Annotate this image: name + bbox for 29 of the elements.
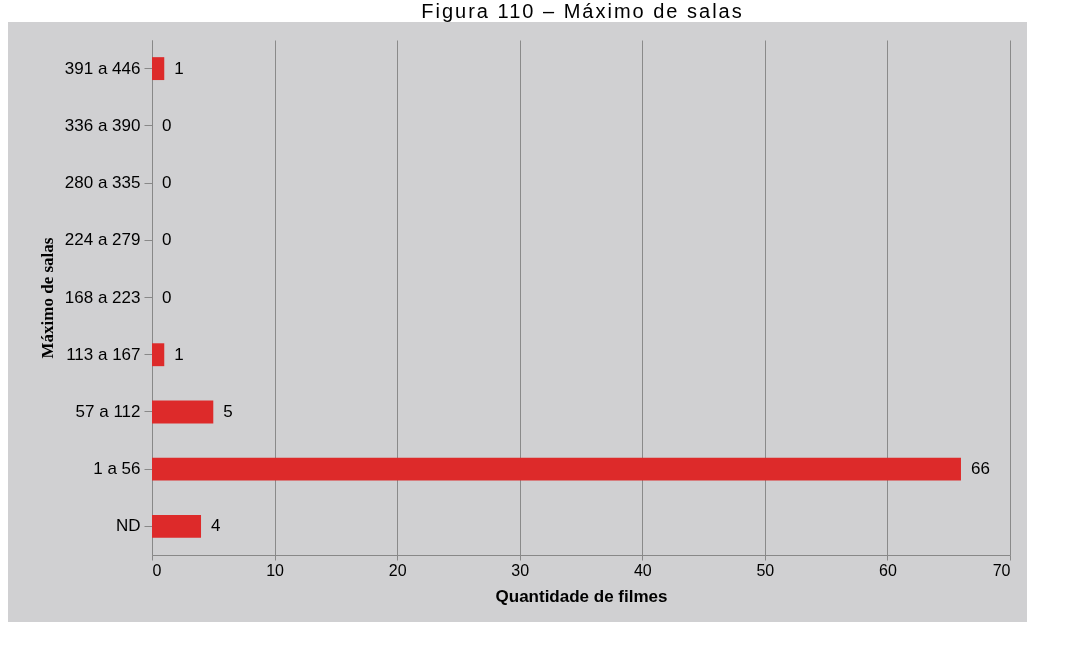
y-tick-label: ND	[115, 516, 141, 536]
y-tick-label: 224 a 279	[64, 230, 141, 250]
y-tick-label: 168 a 223	[64, 287, 141, 307]
chart-title: Figura 110 – Máximo de salas	[420, 0, 745, 22]
x-tick-label: 60	[879, 561, 897, 579]
data-label: 1	[174, 344, 184, 364]
y-tick-label: 57 a 112	[75, 401, 141, 421]
y-axis-title: Máximo de salas	[37, 237, 57, 359]
data-label: 0	[162, 287, 172, 307]
x-tick-label: 50	[756, 561, 775, 579]
data-label: 0	[162, 230, 172, 250]
data-label: 0	[162, 173, 172, 193]
x-tick-label: 40	[633, 561, 652, 579]
x-tick-label: 20	[388, 561, 407, 579]
data-label: 1	[174, 58, 184, 78]
y-tick-label: 280 a 335	[64, 173, 141, 193]
y-tick-label: 1 a 56	[93, 459, 141, 479]
y-tick-label: 391 a 446	[64, 58, 141, 78]
data-label: 5	[223, 401, 233, 421]
x-tick-label: 0	[152, 561, 162, 579]
y-tick-label: 113 a 167	[66, 344, 141, 364]
data-label: 0	[162, 115, 172, 135]
x-tick-label: 30	[511, 561, 530, 579]
data-label: 4	[211, 516, 221, 536]
y-tick-label: 336 a 390	[64, 115, 141, 135]
x-tick-label: 70	[992, 561, 1011, 579]
x-tick-label: 10	[266, 561, 285, 579]
data-label: 66	[970, 459, 990, 479]
x-axis-title: Quantidade de filmes	[495, 586, 668, 606]
